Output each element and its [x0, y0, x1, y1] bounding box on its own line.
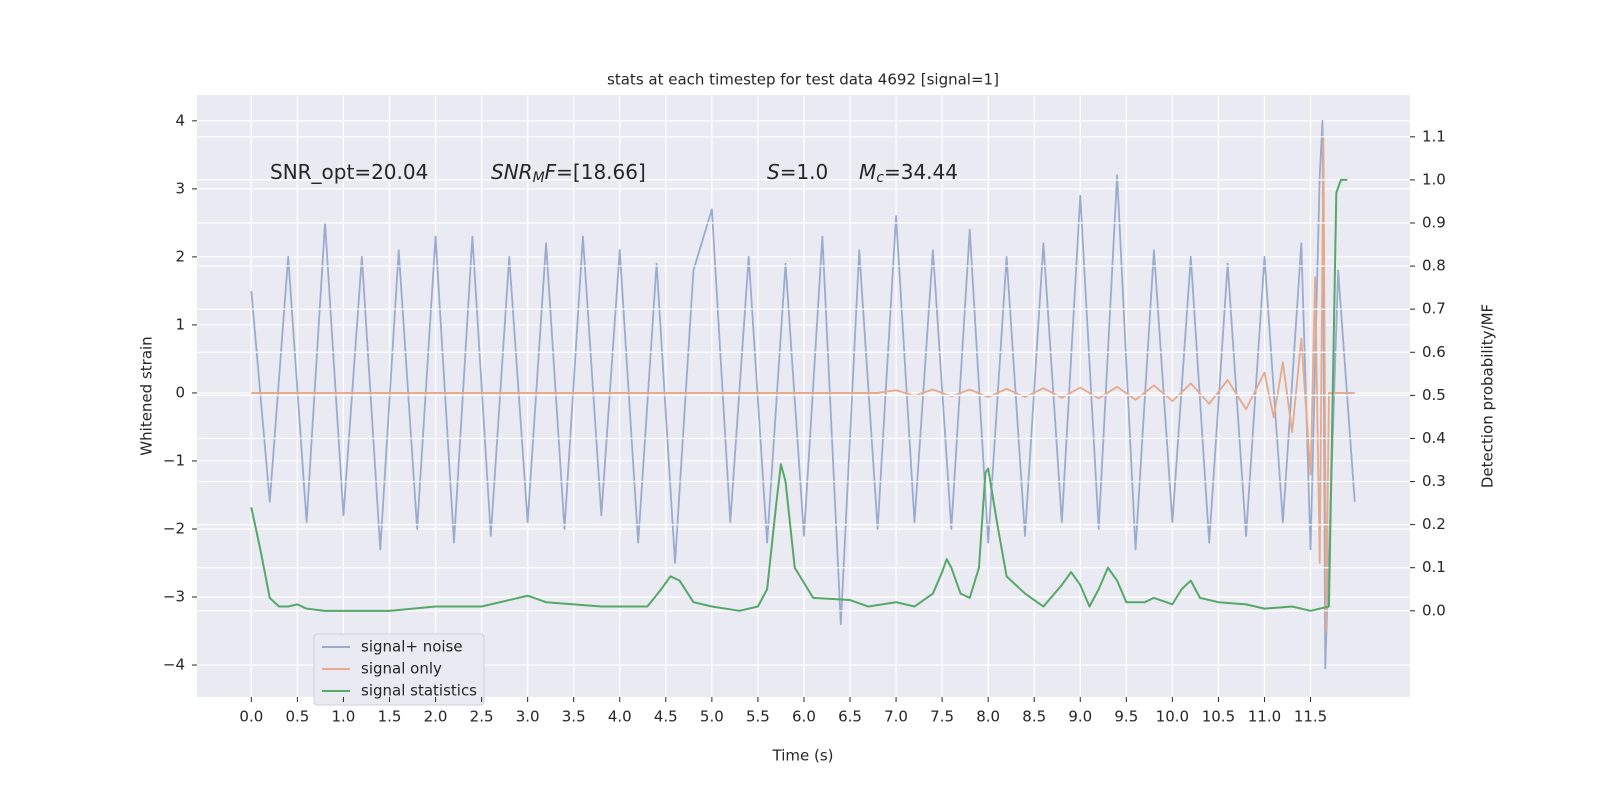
overlay: [250, 178, 1348, 612]
x-tick-label: 0.0: [239, 708, 263, 726]
y2-tick-label: 1.1: [1422, 127, 1446, 145]
x-tick-label: 2.5: [470, 708, 494, 726]
x-tick-label: 6.5: [838, 708, 862, 726]
x-tick-label: 8.0: [976, 708, 1000, 726]
legend-label: signal only: [361, 660, 442, 678]
annotation-part: M: [533, 170, 545, 186]
y-tick-label: −2: [163, 519, 185, 537]
x-tick-label: 9.0: [1068, 708, 1092, 726]
annotation-part: M: [859, 160, 876, 184]
x-tick-label: 11.0: [1248, 708, 1281, 726]
x-tick-label: 7.5: [930, 708, 954, 726]
x-tick-label: 0.5: [285, 708, 309, 726]
y2-tick-label: 0.1: [1422, 558, 1446, 576]
y2-tick-label: 0.7: [1422, 300, 1446, 318]
annotation: SNRMF=[18.66]: [491, 160, 646, 187]
y-tick-label: 2: [175, 247, 185, 265]
series-line: [250, 178, 1348, 612]
y-tick-label: −3: [163, 588, 185, 606]
x-axis-label: Time (s): [772, 747, 834, 765]
x-tick-label: 5.0: [700, 708, 724, 726]
x-tick-label: 8.5: [1022, 708, 1046, 726]
x-tick-label: 9.5: [1114, 708, 1138, 726]
plot: [250, 119, 1356, 670]
x-tick-label: 5.5: [746, 708, 770, 726]
x-tick-label: 6.0: [792, 708, 816, 726]
y-axis-label: Whitened strain: [138, 336, 156, 455]
annotation-part: S: [767, 160, 780, 184]
y-tick-label: 4: [175, 111, 185, 129]
x-tick-label: 1.5: [378, 708, 402, 726]
annotation-part: =[18.66]: [556, 160, 646, 184]
legend-label: signal+ noise: [361, 638, 463, 656]
y-tick-label: 1: [175, 315, 185, 333]
y2-tick-label: 0.6: [1422, 343, 1446, 361]
y2-tick-label: 0.4: [1422, 429, 1446, 447]
annotation: Mc=34.44: [859, 160, 958, 187]
annotation-part: SNR: [491, 160, 533, 184]
x-tick-label: 10.0: [1156, 708, 1189, 726]
x-tick-label: 4.5: [654, 708, 678, 726]
series-line: [250, 119, 1356, 670]
x-tick-label: 11.5: [1294, 708, 1327, 726]
legend-label: signal statistics: [361, 682, 477, 700]
x-tick-label: 7.0: [884, 708, 908, 726]
x-tick-label: 10.5: [1202, 708, 1235, 726]
annotation: S=1.0: [767, 160, 828, 184]
annotation-part: c: [876, 170, 884, 186]
annotation-part: SNR_opt=20.04: [270, 160, 428, 184]
x-tick-label: 4.0: [608, 708, 632, 726]
y2-tick-label: 0.3: [1422, 472, 1446, 490]
annotation-part: F: [545, 160, 557, 184]
series-line: [251, 136, 1355, 632]
legend-box: [313, 633, 485, 706]
y2-tick-label: 0.2: [1422, 515, 1446, 533]
chart-title: stats at each timestep for test data 469…: [607, 71, 999, 89]
annotation-part: =34.44: [884, 160, 958, 184]
y-tick-label: −4: [163, 656, 185, 674]
y2-axis-label: Detection probability/MF: [1479, 304, 1497, 488]
y-tick-label: 0: [175, 383, 185, 401]
annotation: SNR_opt=20.04: [270, 160, 428, 184]
x-tick-label: 1.0: [332, 708, 356, 726]
y2-tick-label: 1.0: [1422, 170, 1446, 188]
annotation-part: =1.0: [780, 160, 829, 184]
y2-tick-label: 0.9: [1422, 213, 1446, 231]
y2-tick-label: 0.8: [1422, 257, 1446, 275]
y2-tick-label: 0.0: [1422, 601, 1446, 619]
legend: signal+ noise signal only signal statistic…: [313, 633, 485, 706]
y-tick-label: 3: [175, 179, 185, 197]
x-tick-label: 3.5: [562, 708, 586, 726]
x-tick-label: 3.0: [516, 708, 540, 726]
y2-tick-label: 0.5: [1422, 386, 1446, 404]
grid-y2: [197, 136, 1410, 612]
x-tick-label: 2.0: [424, 708, 448, 726]
y-tick-label: −1: [163, 451, 185, 469]
